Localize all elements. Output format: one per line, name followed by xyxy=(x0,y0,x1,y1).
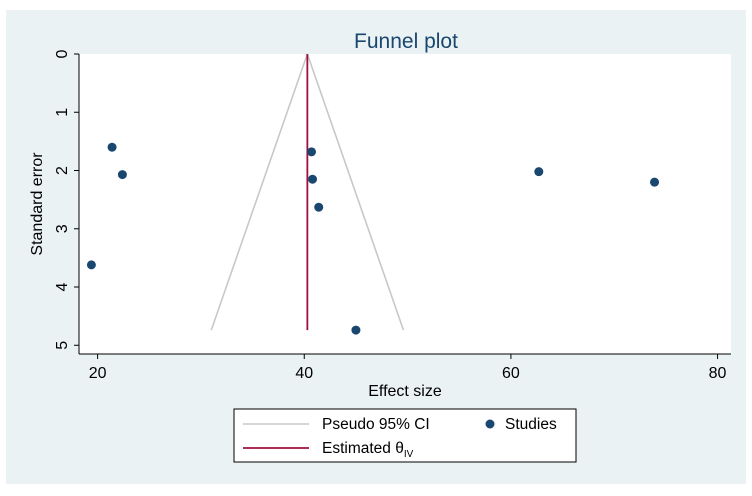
legend-ci-label: Pseudo 95% CI xyxy=(322,416,430,433)
x-tick-label: 60 xyxy=(502,365,520,382)
x-axis-ticks: 20 40 60 80 xyxy=(89,354,727,382)
legend-studies-label: Studies xyxy=(505,416,557,433)
chart-title: Funnel plot xyxy=(354,30,458,53)
study-point xyxy=(117,170,127,180)
y-tick-label: 4 xyxy=(54,282,71,291)
legend-studies-marker xyxy=(485,419,495,429)
x-tick-label: 40 xyxy=(295,365,313,382)
study-point xyxy=(534,167,544,177)
ci-right-line xyxy=(306,53,405,331)
y-tick-label: 2 xyxy=(54,166,71,175)
ci-left-line xyxy=(210,53,309,331)
pseudo-ci-lines xyxy=(210,53,405,331)
legend-estimate-subscript: IV xyxy=(404,449,414,460)
study-point xyxy=(308,174,318,184)
study-point xyxy=(306,147,316,157)
legend: Pseudo 95% CI Studies Estimated θIV xyxy=(233,408,577,463)
plot-area xyxy=(79,54,731,354)
y-tick-label: 0 xyxy=(54,49,71,58)
study-point xyxy=(351,325,361,335)
x-tick-label: 20 xyxy=(89,365,107,382)
legend-estimate-main: Estimated θ xyxy=(322,440,404,457)
x-tick-label: 80 xyxy=(709,365,727,382)
study-point xyxy=(107,142,117,152)
study-point xyxy=(650,177,660,187)
study-points xyxy=(86,142,660,335)
y-tick-label: 5 xyxy=(54,341,71,350)
y-axis-ticks: 0 1 2 3 4 5 xyxy=(54,49,79,350)
y-axis-label: Standard error xyxy=(29,152,46,256)
x-axis-label: Effect size xyxy=(368,383,442,400)
y-tick-label: 3 xyxy=(54,224,71,233)
legend-box xyxy=(233,408,577,463)
y-tick-label: 1 xyxy=(54,108,71,117)
study-point xyxy=(86,260,96,270)
study-point xyxy=(314,202,324,212)
legend-estimate-label: Estimated θIV xyxy=(322,440,414,460)
